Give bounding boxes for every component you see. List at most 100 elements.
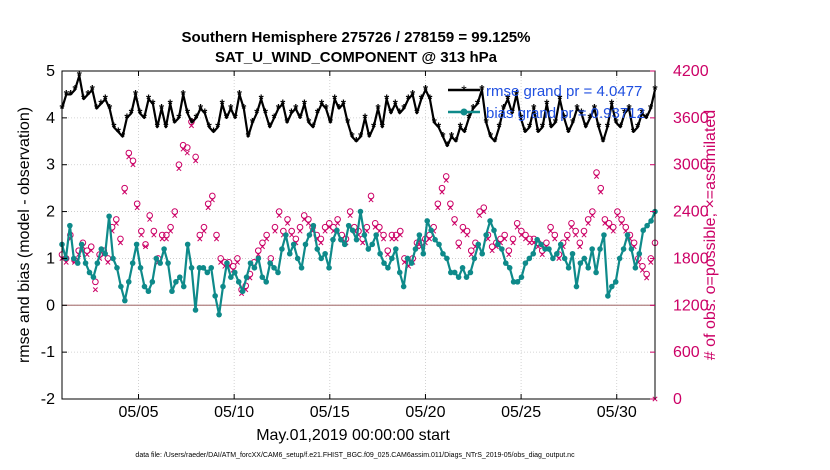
bias-point	[334, 227, 340, 234]
obs-possible-point	[639, 262, 646, 270]
legend-bias-marker	[460, 108, 468, 116]
bias-point	[534, 236, 540, 243]
obs-assimilated-stroke-b	[259, 244, 266, 250]
obs-assimilated-stroke-b	[209, 197, 215, 203]
obs-assimilated-point	[564, 236, 570, 242]
rmse-point: *	[311, 120, 317, 135]
bias-point	[605, 293, 611, 299]
bias-point	[204, 269, 211, 276]
obs-assimilated-stroke-b	[335, 220, 341, 226]
rmse-point: *	[254, 106, 260, 121]
bias-point	[133, 241, 140, 248]
rmse-point: *	[375, 101, 381, 116]
obs-possible-point	[87, 243, 95, 251]
rmse-point: *	[354, 134, 360, 149]
obs-assimilated-point	[506, 251, 512, 258]
rmse-point: *	[566, 124, 572, 139]
bias-point	[455, 274, 462, 280]
obs-possible-point	[112, 216, 120, 223]
y-right-tick-label: 3000	[673, 157, 709, 174]
bias-point	[550, 255, 556, 262]
bias-point	[479, 250, 486, 257]
bias-point	[318, 255, 324, 262]
bias-point	[82, 260, 89, 266]
obs-assimilated-point	[426, 236, 433, 242]
bias-point	[353, 236, 360, 243]
rmse-point: *	[220, 96, 226, 111]
obs-assimilated-point	[184, 150, 190, 156]
obs-possible-point	[376, 223, 383, 231]
rmse-point: *	[289, 106, 295, 121]
obs-assimilated-point	[117, 240, 124, 246]
rmse-point: *	[449, 129, 455, 144]
obs-assimilated-point	[172, 212, 178, 219]
bias-point	[294, 255, 301, 262]
bias-point	[141, 283, 148, 290]
obs-assimilated-point	[113, 220, 119, 226]
bias-point	[526, 255, 533, 262]
obs-assimilated-stroke-b	[614, 212, 620, 219]
bias-point	[153, 255, 160, 262]
obs-possible-point	[167, 223, 174, 231]
obs-assimilated-point	[589, 212, 595, 219]
obs-assimilated-point	[389, 236, 395, 242]
obs-assimilated-point	[147, 216, 153, 222]
bias-point	[538, 241, 544, 248]
obs-assimilated-point	[122, 189, 128, 195]
bias-point	[200, 265, 207, 271]
obs-assimilated-point	[577, 244, 583, 250]
obs-possible-point	[388, 231, 396, 239]
y-left-tick-label: 4	[46, 110, 55, 127]
obs-assimilated-point	[259, 244, 266, 250]
obs-possible-point	[171, 208, 179, 215]
obs-possible-point	[317, 235, 325, 243]
obs-assimilated-stroke-b	[506, 251, 512, 258]
rmse-point: *	[505, 92, 511, 107]
obs-assimilated-stroke-b	[218, 259, 224, 265]
rmse-point: *	[103, 92, 109, 107]
obs-assimilated-point	[142, 244, 149, 250]
obs-assimilated-stroke-b	[126, 154, 132, 160]
obs-assimilated-stroke-b	[619, 220, 625, 226]
obs-assimilated-point	[639, 267, 646, 273]
rmse-point: *	[631, 124, 637, 139]
obs-assimilated-point	[502, 236, 508, 242]
rmse-point: *	[241, 101, 247, 116]
obs-possible-point	[204, 200, 212, 208]
rmse-point: *	[436, 120, 442, 135]
bias-point	[530, 250, 537, 257]
bias-point	[180, 283, 187, 290]
rmse-point: *	[328, 115, 334, 130]
obs-assimilated-point	[568, 224, 575, 230]
bias-point	[616, 255, 623, 262]
bias-point	[86, 269, 93, 276]
obs-assimilated-point	[134, 205, 140, 211]
bias-point	[620, 246, 627, 252]
bias-point	[271, 265, 277, 271]
rmse-point: *	[536, 124, 542, 139]
obs-assimilated-stroke-b	[648, 259, 654, 265]
obs-assimilated-stroke-b	[322, 228, 328, 234]
obs-assimilated-stroke-b	[142, 244, 149, 250]
rmse-point: *	[540, 120, 546, 135]
rmse-point: *	[583, 120, 589, 135]
obs-assimilated-point	[197, 236, 203, 242]
obs-assimilated-stroke-b	[485, 236, 491, 242]
bias-point	[502, 260, 509, 266]
rmse-point: *	[137, 106, 143, 121]
bias-point	[220, 283, 226, 290]
bias-point	[396, 269, 403, 276]
obs-assimilated-stroke-b	[606, 224, 612, 230]
obs-assimilated-stroke-b	[456, 244, 462, 250]
bias-point	[557, 241, 564, 248]
obs-assimilated-stroke-b	[151, 232, 157, 238]
obs-assimilated-stroke-b	[510, 240, 516, 246]
rmse-point: *	[194, 110, 200, 125]
obs-possible-point	[480, 204, 488, 211]
rmse-point: *	[319, 96, 325, 111]
rmse-point: *	[601, 134, 607, 149]
rmse-point: *	[189, 115, 195, 130]
obs-assimilated-stroke-b	[639, 267, 646, 273]
rmse-point: *	[293, 101, 299, 116]
obs-assimilated-stroke-b	[464, 232, 470, 238]
